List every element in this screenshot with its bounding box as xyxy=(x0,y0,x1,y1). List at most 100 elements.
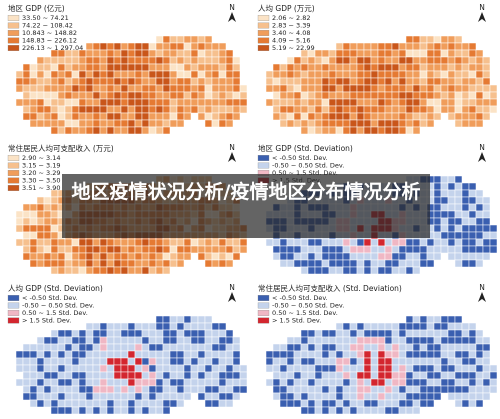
region xyxy=(272,357,281,366)
region xyxy=(64,112,73,121)
region xyxy=(50,112,59,121)
region xyxy=(342,343,351,352)
region xyxy=(482,364,491,373)
region xyxy=(384,112,393,121)
region xyxy=(342,112,351,121)
region xyxy=(204,343,213,352)
region xyxy=(447,245,456,254)
region xyxy=(398,245,407,254)
region xyxy=(454,70,463,79)
region xyxy=(398,392,407,401)
legend-label: 2.83 ~ 3.39 xyxy=(272,22,311,30)
region xyxy=(239,238,248,247)
region xyxy=(412,357,421,366)
region xyxy=(272,350,281,359)
region xyxy=(328,343,337,352)
region xyxy=(405,385,414,394)
region xyxy=(113,119,122,128)
region xyxy=(155,70,164,79)
region xyxy=(307,126,316,135)
region xyxy=(99,252,108,261)
region xyxy=(218,336,227,345)
region xyxy=(134,119,143,128)
region xyxy=(134,105,143,114)
region xyxy=(148,238,157,247)
region xyxy=(50,329,59,338)
region xyxy=(43,112,52,121)
region xyxy=(99,266,108,275)
region xyxy=(419,343,428,352)
map-panel: 常住居民人均可支配收入 (Std. Deviation) N< -0.50 Std… xyxy=(257,283,498,415)
region xyxy=(218,77,227,86)
region xyxy=(433,371,442,380)
region xyxy=(328,49,337,58)
region xyxy=(176,371,185,380)
region xyxy=(356,266,365,275)
region xyxy=(300,336,309,345)
region xyxy=(335,322,344,331)
region xyxy=(78,329,87,338)
region xyxy=(218,364,227,373)
region xyxy=(106,238,115,247)
region xyxy=(36,357,45,366)
region xyxy=(300,378,309,387)
region xyxy=(85,385,94,394)
region xyxy=(314,357,323,366)
legend-label: < -0.50 Std. Dev. xyxy=(22,294,78,302)
region xyxy=(148,406,157,415)
region xyxy=(447,91,456,100)
region xyxy=(468,63,477,72)
region xyxy=(454,196,463,205)
region xyxy=(99,406,108,415)
region xyxy=(85,91,94,100)
region xyxy=(321,364,330,373)
region xyxy=(162,406,171,415)
region xyxy=(155,343,164,352)
region xyxy=(99,98,108,107)
region xyxy=(148,378,157,387)
region xyxy=(29,217,38,226)
region xyxy=(197,42,206,51)
region xyxy=(141,49,150,58)
region xyxy=(134,49,143,58)
region xyxy=(370,91,379,100)
region xyxy=(211,238,220,247)
legend-swatch xyxy=(7,185,20,191)
region xyxy=(279,112,288,121)
region xyxy=(162,315,171,324)
region xyxy=(384,126,393,135)
region xyxy=(265,98,274,107)
region xyxy=(15,378,24,387)
banner: 地区疫情状况分析/疫情地区分布情况分析 xyxy=(62,174,430,238)
region xyxy=(265,77,274,86)
region xyxy=(148,84,157,93)
region xyxy=(204,238,213,247)
region xyxy=(419,70,428,79)
region xyxy=(356,378,365,387)
region xyxy=(36,245,45,254)
region xyxy=(190,77,199,86)
legend-label: > 1.5 Std. Dev. xyxy=(22,317,71,325)
legend-swatch xyxy=(257,45,270,51)
region xyxy=(314,336,323,345)
region xyxy=(454,238,463,247)
region xyxy=(300,245,309,254)
legend-label: 2.90 ~ 3.14 xyxy=(22,154,61,162)
region xyxy=(370,385,379,394)
region xyxy=(71,98,80,107)
region xyxy=(92,378,101,387)
region xyxy=(15,364,24,373)
region xyxy=(134,238,143,247)
region xyxy=(384,371,393,380)
region xyxy=(349,98,358,107)
region xyxy=(440,203,449,212)
region xyxy=(78,266,87,275)
region xyxy=(391,259,400,268)
region xyxy=(85,259,94,268)
region xyxy=(190,63,199,72)
legend-swatch xyxy=(257,22,270,29)
region xyxy=(482,224,491,233)
region xyxy=(225,84,234,93)
region xyxy=(204,70,213,79)
region xyxy=(454,49,463,58)
